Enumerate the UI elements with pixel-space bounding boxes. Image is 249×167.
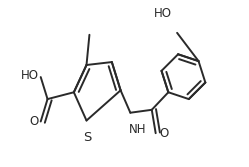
Text: O: O (29, 115, 38, 128)
Text: NH: NH (128, 123, 146, 136)
Text: S: S (83, 131, 92, 144)
Text: HO: HO (20, 69, 38, 82)
Text: HO: HO (153, 7, 172, 20)
Text: O: O (159, 127, 168, 140)
